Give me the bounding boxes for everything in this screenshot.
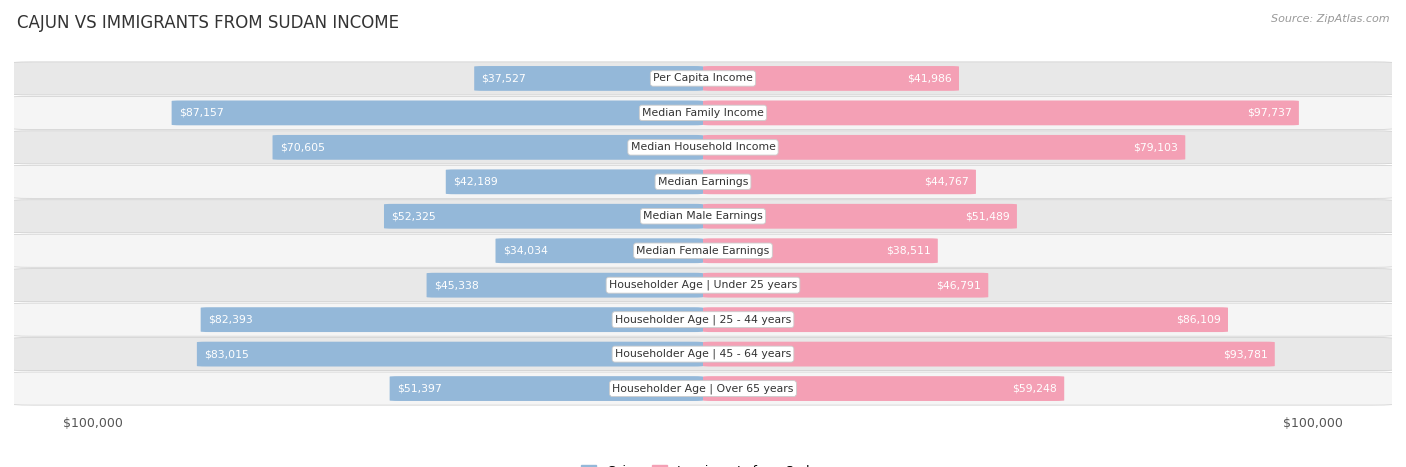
Text: $51,397: $51,397 xyxy=(396,383,441,394)
FancyBboxPatch shape xyxy=(8,131,1398,164)
FancyBboxPatch shape xyxy=(446,170,703,194)
FancyBboxPatch shape xyxy=(703,273,988,297)
Text: Householder Age | 25 - 44 years: Householder Age | 25 - 44 years xyxy=(614,314,792,325)
FancyBboxPatch shape xyxy=(8,338,1398,371)
Text: $37,527: $37,527 xyxy=(481,73,526,84)
FancyBboxPatch shape xyxy=(8,62,1398,95)
Text: Householder Age | Over 65 years: Householder Age | Over 65 years xyxy=(612,383,794,394)
Text: $44,767: $44,767 xyxy=(924,177,969,187)
FancyBboxPatch shape xyxy=(8,96,1398,129)
Text: $79,103: $79,103 xyxy=(1133,142,1178,152)
Text: $83,015: $83,015 xyxy=(204,349,249,359)
FancyBboxPatch shape xyxy=(8,165,1398,198)
FancyBboxPatch shape xyxy=(8,303,1398,336)
FancyBboxPatch shape xyxy=(703,342,1275,367)
FancyBboxPatch shape xyxy=(703,204,1017,229)
FancyBboxPatch shape xyxy=(426,273,703,297)
Text: Householder Age | 45 - 64 years: Householder Age | 45 - 64 years xyxy=(614,349,792,359)
FancyBboxPatch shape xyxy=(201,307,703,332)
Text: $86,109: $86,109 xyxy=(1175,315,1220,325)
Text: Householder Age | Under 25 years: Householder Age | Under 25 years xyxy=(609,280,797,290)
FancyBboxPatch shape xyxy=(8,234,1398,267)
FancyBboxPatch shape xyxy=(703,307,1227,332)
FancyBboxPatch shape xyxy=(197,342,703,367)
FancyBboxPatch shape xyxy=(703,135,1185,160)
FancyBboxPatch shape xyxy=(703,100,1299,125)
FancyBboxPatch shape xyxy=(495,238,703,263)
FancyBboxPatch shape xyxy=(384,204,703,229)
Text: $38,511: $38,511 xyxy=(886,246,931,256)
FancyBboxPatch shape xyxy=(703,238,938,263)
Text: $97,737: $97,737 xyxy=(1247,108,1292,118)
FancyBboxPatch shape xyxy=(172,100,703,125)
Text: $51,489: $51,489 xyxy=(965,211,1010,221)
FancyBboxPatch shape xyxy=(8,372,1398,405)
FancyBboxPatch shape xyxy=(8,269,1398,302)
Text: $59,248: $59,248 xyxy=(1012,383,1057,394)
Text: $34,034: $34,034 xyxy=(503,246,548,256)
FancyBboxPatch shape xyxy=(8,200,1398,233)
Text: $87,157: $87,157 xyxy=(179,108,224,118)
FancyBboxPatch shape xyxy=(703,66,959,91)
FancyBboxPatch shape xyxy=(273,135,703,160)
Text: CAJUN VS IMMIGRANTS FROM SUDAN INCOME: CAJUN VS IMMIGRANTS FROM SUDAN INCOME xyxy=(17,14,399,32)
Text: Source: ZipAtlas.com: Source: ZipAtlas.com xyxy=(1271,14,1389,24)
Text: Median Household Income: Median Household Income xyxy=(630,142,776,152)
Text: Per Capita Income: Per Capita Income xyxy=(652,73,754,84)
Text: $46,791: $46,791 xyxy=(936,280,981,290)
Text: Median Male Earnings: Median Male Earnings xyxy=(643,211,763,221)
FancyBboxPatch shape xyxy=(703,170,976,194)
FancyBboxPatch shape xyxy=(703,376,1064,401)
Legend: Cajun, Immigrants from Sudan: Cajun, Immigrants from Sudan xyxy=(576,460,830,467)
Text: $70,605: $70,605 xyxy=(280,142,325,152)
Text: Median Female Earnings: Median Female Earnings xyxy=(637,246,769,256)
Text: $52,325: $52,325 xyxy=(391,211,436,221)
Text: Median Family Income: Median Family Income xyxy=(643,108,763,118)
Text: $93,781: $93,781 xyxy=(1223,349,1267,359)
Text: $82,393: $82,393 xyxy=(208,315,253,325)
FancyBboxPatch shape xyxy=(389,376,703,401)
Text: $42,189: $42,189 xyxy=(453,177,498,187)
Text: $41,986: $41,986 xyxy=(907,73,952,84)
Text: $45,338: $45,338 xyxy=(434,280,478,290)
FancyBboxPatch shape xyxy=(474,66,703,91)
Text: Median Earnings: Median Earnings xyxy=(658,177,748,187)
